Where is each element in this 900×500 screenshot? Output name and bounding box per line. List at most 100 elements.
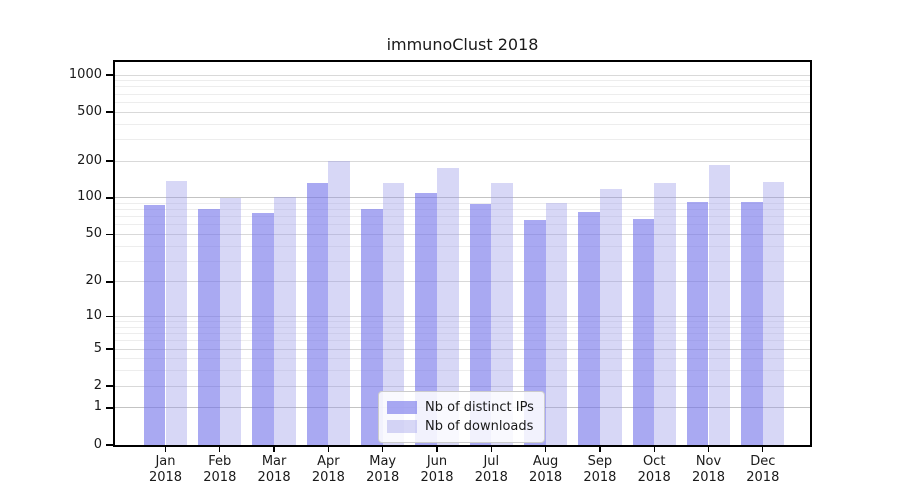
y-tick-mark	[106, 111, 113, 113]
y-tick-label: 100	[77, 189, 102, 205]
legend-label-downloads: Nb of downloads	[425, 419, 534, 434]
bar	[361, 208, 383, 445]
bar	[143, 204, 166, 445]
major-gridline	[115, 281, 810, 283]
y-tick-mark	[106, 74, 113, 76]
x-tick-mark	[762, 447, 764, 452]
bar	[274, 196, 296, 445]
x-tick-label: Feb 2018	[188, 454, 252, 486]
x-tick-mark	[707, 447, 710, 452]
x-label-year: 2018	[637, 470, 671, 485]
major-gridline	[115, 348, 810, 350]
bar	[415, 192, 437, 445]
legend: Nb of distinct IPs Nb of downloads	[378, 391, 545, 443]
bar	[523, 220, 546, 445]
major-gridline	[115, 385, 810, 387]
x-tick-label: Jun 2018	[405, 454, 469, 486]
x-tick-mark	[436, 447, 438, 452]
y-tick-label: 5	[93, 340, 102, 356]
x-tick-label: Jan 2018	[134, 454, 198, 486]
bar	[382, 183, 405, 445]
bar	[437, 167, 459, 445]
chart-title: immunoClust 2018	[386, 35, 539, 54]
x-tick-mark	[382, 447, 384, 452]
bar	[219, 198, 242, 445]
x-tick-label: Aug 2018	[514, 454, 578, 486]
legend-item-downloads: Nb of downloads	[387, 417, 534, 436]
y-tick-label: 200	[77, 152, 102, 168]
x-tick-label: Dec 2018	[731, 454, 795, 486]
legend-label-distinct-ips: Nb of distinct IPs	[425, 400, 534, 415]
x-tick-label: Mar 2018	[242, 454, 306, 486]
minor-gridline	[115, 86, 810, 88]
y-tick-mark	[106, 385, 113, 387]
minor-gridline	[115, 123, 810, 125]
minor-gridline	[115, 202, 810, 204]
x-label-year: 2018	[311, 470, 345, 485]
x-tick-mark	[327, 447, 330, 452]
y-tick-label: 1000	[68, 66, 102, 82]
x-label-month: Dec	[750, 454, 776, 469]
bar	[306, 183, 329, 445]
minor-gridline	[115, 358, 810, 360]
bar	[762, 182, 785, 445]
x-label-year: 2018	[203, 470, 237, 485]
y-tick-mark	[106, 348, 113, 350]
x-label-month: May	[369, 454, 397, 469]
x-tick-mark	[599, 447, 601, 452]
minor-gridline	[115, 224, 810, 226]
minor-gridline	[115, 245, 810, 247]
plot-area: 0 1 2 5 10 20 50 100 200 500 1000 Jan 2018 Feb 2018 Mar…	[69, 60, 812, 485]
major-gridline	[115, 160, 810, 162]
x-tick-mark	[544, 447, 547, 452]
x-tick-mark	[490, 447, 492, 452]
bar	[741, 201, 763, 445]
x-label-year: 2018	[583, 470, 617, 485]
bar	[708, 164, 731, 445]
bar	[328, 161, 351, 445]
x-label-month: Nov	[695, 454, 722, 469]
bar	[469, 203, 492, 445]
minor-gridline	[115, 80, 810, 82]
x-tick-mark	[219, 447, 221, 452]
y-tick-mark	[106, 407, 113, 409]
y-tick-label: 1	[93, 399, 102, 415]
x-label-month: Jul	[483, 454, 500, 469]
x-label-year: 2018	[529, 470, 563, 485]
x-label-year: 2018	[474, 470, 508, 485]
x-tick-label: May 2018	[351, 454, 415, 486]
minor-gridline	[115, 340, 810, 342]
bar	[632, 218, 655, 445]
x-label-year: 2018	[746, 470, 780, 485]
x-tick-label: Jul 2018	[459, 454, 523, 486]
y-tick-label: 0	[93, 436, 102, 452]
bar	[686, 201, 709, 445]
x-label-month: Oct	[642, 454, 666, 469]
x-label-month: Aug	[532, 454, 559, 469]
x-tick-label: Sep 2018	[568, 454, 632, 486]
y-tick-label: 10	[85, 308, 102, 324]
bar	[654, 182, 676, 445]
y-tick-label: 2	[93, 377, 102, 393]
x-tick-mark	[164, 447, 167, 452]
legend-item-distinct-ips: Nb of distinct IPs	[387, 398, 534, 417]
y-tick-label: 20	[85, 273, 102, 289]
minor-gridline	[115, 93, 810, 95]
y-tick-mark	[106, 197, 113, 199]
x-tick-label: Oct 2018	[622, 454, 686, 486]
major-gridline	[115, 197, 810, 199]
x-label-year: 2018	[148, 470, 183, 485]
y-tick-label: 500	[77, 103, 102, 119]
y-tick-mark	[106, 281, 113, 283]
major-gridline	[115, 233, 810, 235]
x-label-month: Sep	[587, 454, 613, 469]
minor-gridline	[115, 333, 810, 335]
bar	[578, 211, 600, 445]
x-tick-mark	[273, 447, 275, 452]
x-label-year: 2018	[420, 470, 454, 485]
bar	[165, 181, 188, 445]
x-label-month: Mar	[261, 454, 287, 469]
minor-gridline	[115, 216, 810, 218]
x-tick-label: Nov 2018	[677, 454, 741, 486]
